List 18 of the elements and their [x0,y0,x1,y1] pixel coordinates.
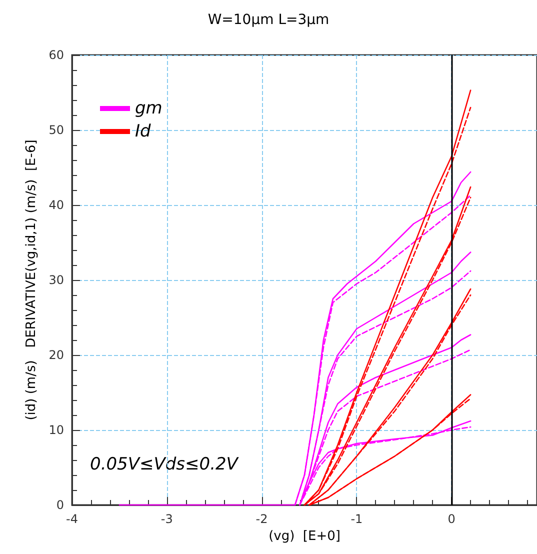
x-tick-label: 0 [448,512,456,526]
y-tick-label: 20 [48,348,64,362]
x-tick-label: -2 [256,512,268,526]
y-tick-label: 30 [48,273,64,287]
y-tick-label: 50 [48,123,64,137]
y-tick-label: 40 [48,198,64,212]
y-tick-label: 10 [48,423,64,437]
x-tick-label: -4 [66,512,78,526]
x-tick-label: -3 [160,512,173,526]
y-tick-label: 60 [48,48,64,62]
legend-label: Id [135,122,152,142]
x-tick-label: -1 [350,512,363,526]
chart-title: W=10μm L=3μm [208,12,330,28]
y-tick-label: 0 [56,498,64,512]
x-axis-title: (vg) [E+0] [268,528,340,544]
legend-label: gm [135,98,162,118]
annotation: 0.05V≤Vds≤0.2V [90,454,240,474]
y-axis-title: (id) (m/s) DERIVATIVE(vg,id,1) (m/s) [E-6] [24,140,39,420]
